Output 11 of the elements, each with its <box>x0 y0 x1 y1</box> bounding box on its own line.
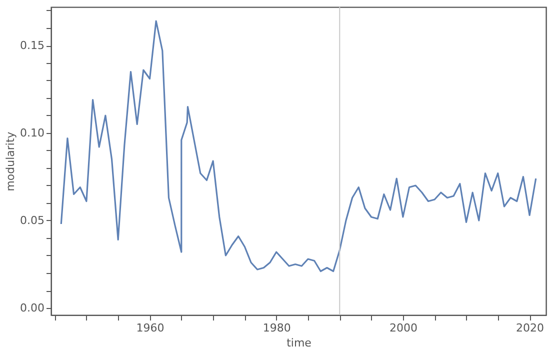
y-axis-title: modularity <box>4 131 18 192</box>
x-tick-label: 2000 <box>389 322 418 334</box>
y-tick-label: 0.10 <box>20 126 44 140</box>
y-tick-label: 0.00 <box>20 302 44 314</box>
x-axis-title: time <box>286 336 312 350</box>
y-tick-label: 0.05 <box>20 214 44 227</box>
x-tick-label: 1980 <box>262 322 291 334</box>
x-tick-label: 1960 <box>136 322 164 334</box>
x-tick-label: 2020 <box>516 322 544 334</box>
y-tick-label: 0.15 <box>20 39 44 52</box>
line-series <box>60 20 537 272</box>
